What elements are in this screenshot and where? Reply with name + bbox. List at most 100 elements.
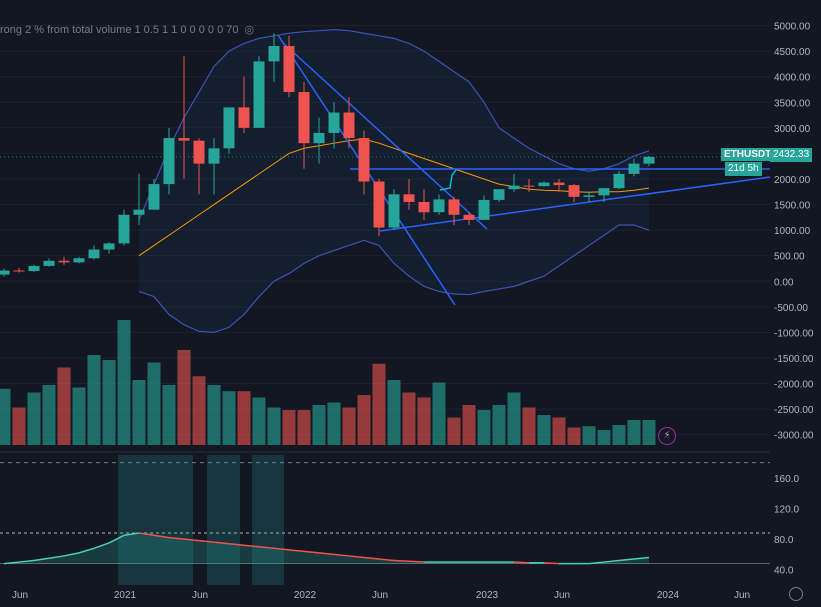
candle-body [478, 199, 490, 220]
trend-line [281, 41, 488, 230]
osc-line [333, 553, 350, 557]
indicator-label[interactable]: rong 2 % from total volume 1 0.5 1 1 0 0… [0, 23, 254, 36]
volume-bar [222, 391, 236, 445]
osc-line [303, 550, 320, 554]
last-price-tag: 2432.33 [770, 148, 813, 162]
highlight-zone [207, 455, 240, 585]
volume-bar [132, 380, 146, 445]
osc-line [18, 559, 35, 563]
volume-bar [402, 392, 416, 445]
volume-bar [582, 426, 596, 445]
osc-line [33, 557, 50, 562]
basis-line [138, 138, 650, 257]
volume-bar [447, 417, 461, 445]
candle-body [523, 185, 535, 187]
osc-line [588, 561, 605, 565]
volume-bar [207, 385, 221, 445]
candle-body [508, 185, 520, 190]
lightning-icon[interactable]: ⚡ [658, 427, 676, 445]
volume-bars [0, 320, 656, 445]
osc-line [108, 534, 125, 544]
volume-bar [252, 397, 266, 445]
candle-body [163, 138, 175, 185]
price-axis: 5000.004500.004000.003500.003000.002500.… [770, 0, 821, 607]
price-axis-label: -1000.00 [774, 328, 814, 339]
candle-body [403, 194, 415, 202]
time-axis-label: Jun [554, 590, 570, 601]
time-axis-label: Jun [192, 590, 208, 601]
highlight-zone [252, 455, 284, 585]
candle-body [313, 132, 325, 144]
lower-band [138, 224, 650, 333]
volume-bar [177, 350, 191, 445]
volume-bar [87, 355, 101, 445]
time-axis-label: 2021 [114, 590, 137, 601]
trend-line [439, 169, 457, 191]
time-axis-label: 2022 [294, 590, 317, 601]
candle-body [538, 182, 550, 187]
time-axis-label: Jun [372, 590, 388, 601]
candle-body [553, 182, 565, 186]
osc-axis-label: 80.0 [774, 535, 794, 546]
volume-bar [0, 388, 11, 445]
volume-bar [537, 415, 551, 445]
osc-line [78, 547, 95, 554]
price-axis-label: -500.00 [774, 303, 808, 314]
candle-body [448, 199, 460, 215]
time-axis-label: Jun [734, 590, 750, 601]
volume-bar [417, 397, 431, 445]
candle-body [643, 156, 655, 164]
candle-body [13, 270, 25, 272]
candle-body [418, 201, 430, 213]
symbol-tag: ETHUSDT [721, 148, 775, 161]
volume-bar [327, 402, 341, 445]
candle-body [388, 194, 400, 228]
candle-body [283, 46, 295, 93]
volume-bar [147, 362, 161, 445]
eye-icon[interactable]: ◎ [244, 24, 255, 36]
osc-line [183, 538, 200, 542]
osc-line [123, 532, 140, 537]
candle-body [598, 188, 610, 196]
volume-bar [492, 405, 506, 445]
candle-body [148, 184, 160, 210]
volume-bar [462, 405, 476, 445]
osc-line [213, 541, 230, 545]
price-axis-label: 4000.00 [774, 73, 811, 84]
osc-axis-label: 160.0 [774, 474, 799, 485]
osc-line [288, 549, 305, 553]
osc-line [318, 552, 335, 556]
volume-bar [357, 395, 371, 445]
volume-bar [27, 392, 41, 445]
price-axis-label: 0.00 [774, 277, 794, 288]
candle-body [433, 199, 445, 213]
candle-body [268, 46, 280, 62]
volume-bar [567, 427, 581, 445]
volume-bar [432, 382, 446, 445]
candle-body [493, 189, 505, 200]
osc-line [273, 547, 290, 551]
price-axis-label: 2000.00 [774, 175, 811, 186]
volume-bar [297, 410, 311, 445]
candle-body [628, 163, 640, 174]
osc-line [228, 542, 245, 546]
candles [0, 33, 770, 277]
price-axis-label: -2000.00 [774, 380, 814, 391]
osc-line [168, 536, 185, 540]
osc-line [408, 560, 425, 563]
volume-bar [57, 367, 71, 445]
osc-fill [4, 533, 649, 564]
price-axis-label: 3500.00 [774, 98, 811, 109]
volume-bar [282, 410, 296, 445]
osc-line [138, 532, 155, 537]
volume-bar [192, 376, 206, 445]
time-axis-label: Jun [12, 590, 28, 601]
time-axis-label: 2024 [657, 590, 680, 601]
candle-body [208, 148, 220, 164]
settings-icon[interactable] [789, 587, 803, 601]
candle-body [43, 260, 55, 266]
osc-line [93, 542, 110, 550]
osc-line [63, 552, 80, 557]
upper-band [138, 29, 650, 221]
